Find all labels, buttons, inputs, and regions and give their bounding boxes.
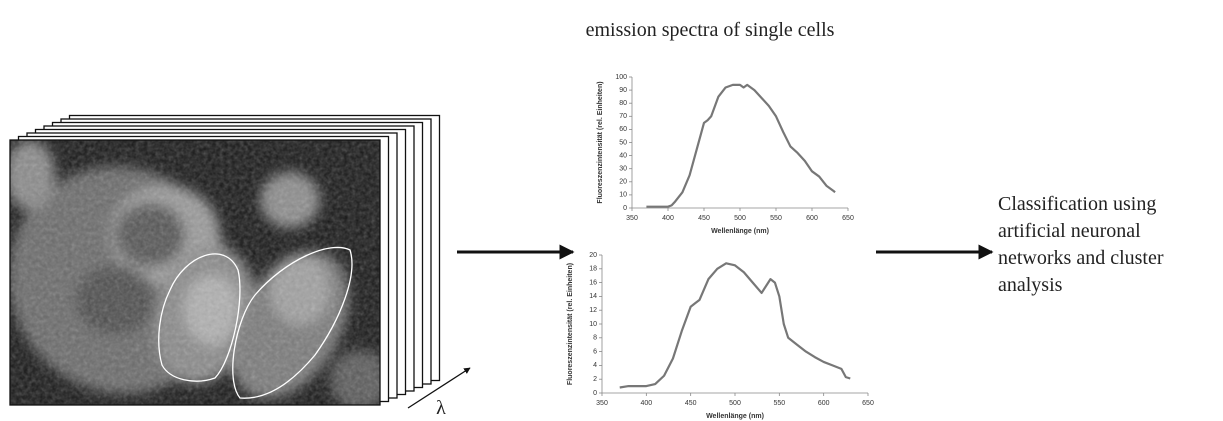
- y-tick-label: 8: [593, 335, 597, 342]
- x-tick-label: 450: [698, 215, 710, 222]
- y-tick-label: 50: [619, 139, 627, 146]
- y-tick-label: 6: [593, 348, 597, 355]
- y-tick-label: 16: [589, 279, 597, 286]
- y-tick-label: 10: [589, 321, 597, 328]
- y-tick-label: 10: [619, 192, 627, 199]
- y-tick-label: 4: [593, 362, 597, 369]
- classification-line: analysis: [998, 274, 1063, 296]
- x-tick-label: 350: [626, 215, 638, 222]
- title: emission spectra of single cells: [586, 19, 835, 41]
- y-tick-label: 70: [619, 113, 627, 120]
- lambda-label: λ: [436, 397, 446, 419]
- x-axis-label: Wellenlänge (nm): [706, 413, 764, 420]
- lambda-arrow: [407, 367, 471, 409]
- y-tick-label: 60: [619, 126, 627, 133]
- y-tick-label: 90: [619, 87, 627, 94]
- x-tick-label: 350: [596, 400, 608, 407]
- y-tick-label: 100: [615, 74, 627, 81]
- spectrum-line: [646, 83, 836, 208]
- x-tick-label: 650: [862, 400, 874, 407]
- x-tick-label: 550: [770, 215, 782, 222]
- y-tick-label: 20: [619, 179, 627, 186]
- microscopy-image: [10, 140, 380, 405]
- x-tick-label: 450: [685, 400, 697, 407]
- x-axis-label: Wellenlänge (nm): [711, 228, 769, 235]
- y-tick-label: 30: [619, 166, 627, 173]
- x-tick-label: 600: [806, 215, 818, 222]
- x-tick-label: 600: [818, 400, 830, 407]
- y-axis-label: Fluoreszenzintensität (rel. Einheiten): [567, 263, 574, 385]
- x-tick-label: 650: [842, 215, 854, 222]
- spectrum-line: [619, 262, 851, 389]
- y-tick-label: 0: [623, 205, 627, 212]
- x-tick-label: 500: [734, 215, 746, 222]
- classification-line: artificial neuronal: [998, 220, 1141, 242]
- image-frame: [9, 139, 381, 406]
- x-tick-label: 500: [729, 400, 741, 407]
- classification-line: networks and cluster: [998, 247, 1164, 269]
- x-tick-label: 550: [773, 400, 785, 407]
- y-axis-label: Fluoreszenzintensität (rel. Einheiten): [597, 81, 604, 203]
- classification-line: Classification using: [998, 193, 1156, 215]
- y-tick-label: 18: [589, 266, 597, 273]
- x-tick-label: 400: [662, 215, 674, 222]
- x-tick-label: 400: [640, 400, 652, 407]
- y-tick-label: 14: [589, 293, 597, 300]
- y-tick-label: 0: [593, 390, 597, 397]
- y-tick-label: 20: [589, 252, 597, 259]
- y-tick-label: 2: [593, 376, 597, 383]
- y-tick-label: 80: [619, 100, 627, 107]
- y-tick-label: 12: [589, 307, 597, 314]
- y-tick-label: 40: [619, 152, 627, 159]
